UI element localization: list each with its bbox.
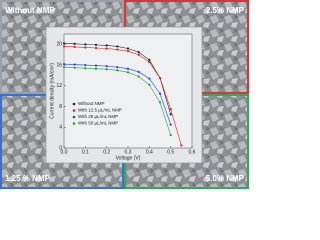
- figure: Without NMP 2.5% NMP 1.25 % NMP 5.0% NMP…: [0, 0, 249, 189]
- x-tick-label: 0.4: [146, 149, 153, 155]
- y-tick-label: 12: [56, 83, 62, 89]
- data-point: [94, 64, 98, 67]
- legend-marker: [72, 115, 76, 119]
- legend-marker: [72, 122, 76, 125]
- data-point: [180, 144, 183, 147]
- y-tick-label: 4: [59, 125, 62, 131]
- data-point: [62, 66, 66, 69]
- legend-label: With 25 µL/mL NMP: [78, 114, 118, 119]
- legend-label: Without NMP: [78, 101, 105, 106]
- data-point: [158, 101, 162, 104]
- x-tick-label: 0.1: [82, 149, 89, 155]
- data-point: [169, 123, 172, 126]
- data-point: [94, 43, 98, 46]
- data-point: [73, 45, 76, 49]
- legend-label: With 50 µL/mL NMP: [78, 121, 118, 126]
- panel-label: Without NMP: [5, 6, 55, 15]
- data-point: [105, 65, 108, 68]
- panel-label: 5.0% NMP: [206, 174, 245, 183]
- data-point: [126, 67, 130, 70]
- data-point: [116, 66, 119, 69]
- data-point: [94, 46, 98, 50]
- data-point: [137, 75, 140, 78]
- legend-label: With 12.5 µL/mL NMP: [78, 108, 122, 113]
- data-point: [148, 58, 151, 62]
- data-point: [73, 42, 76, 45]
- x-tick-label: 0.6: [189, 149, 196, 155]
- legend-marker: [72, 102, 76, 106]
- legend-marker: [72, 109, 76, 112]
- data-point: [62, 42, 66, 45]
- x-axis-title: Voltage (V): [116, 155, 141, 161]
- data-point: [84, 67, 87, 70]
- data-point: [169, 133, 172, 137]
- data-point: [105, 68, 108, 71]
- data-point: [116, 48, 119, 51]
- data-point: [126, 71, 130, 74]
- data-point: [137, 51, 140, 54]
- data-point: [94, 67, 98, 70]
- data-point: [158, 76, 162, 80]
- data-point: [62, 62, 66, 66]
- data-point: [148, 60, 151, 64]
- data-point: [105, 44, 108, 47]
- data-point: [137, 53, 140, 56]
- data-point: [73, 66, 76, 69]
- data-point: [62, 45, 66, 48]
- data-point: [169, 113, 172, 116]
- panel-label: 2.5% NMP: [206, 6, 245, 15]
- data-point: [148, 83, 151, 86]
- y-tick-label: 20: [56, 42, 62, 48]
- data-point: [126, 47, 130, 50]
- data-point: [84, 43, 87, 46]
- y-tick-label: 8: [59, 104, 62, 110]
- panel-label: 1.25 % NMP: [5, 174, 51, 183]
- page: Without NMP 2.5% NMP 1.25 % NMP 5.0% NMP…: [0, 0, 249, 189]
- plot-area: [63, 33, 193, 149]
- x-tick-label: 0.5: [167, 149, 174, 155]
- data-point: [84, 63, 87, 67]
- data-point: [116, 45, 119, 48]
- y-tick-label: 0: [59, 145, 62, 151]
- data-point: [169, 108, 172, 111]
- data-point: [137, 70, 140, 73]
- x-tick-label: 0.3: [125, 149, 132, 155]
- x-tick-label: 0.0: [61, 149, 68, 155]
- data-point: [126, 50, 130, 53]
- x-tick-label: 0.2: [103, 149, 110, 155]
- y-axis-title: Current density (mA/cm²): [49, 63, 55, 119]
- data-point: [148, 77, 151, 80]
- series-line: [63, 46, 182, 146]
- data-point: [73, 63, 76, 66]
- data-point: [116, 69, 119, 72]
- y-tick-label: 16: [56, 62, 62, 68]
- data-point: [105, 47, 108, 50]
- data-point: [158, 92, 162, 95]
- data-point: [84, 46, 87, 49]
